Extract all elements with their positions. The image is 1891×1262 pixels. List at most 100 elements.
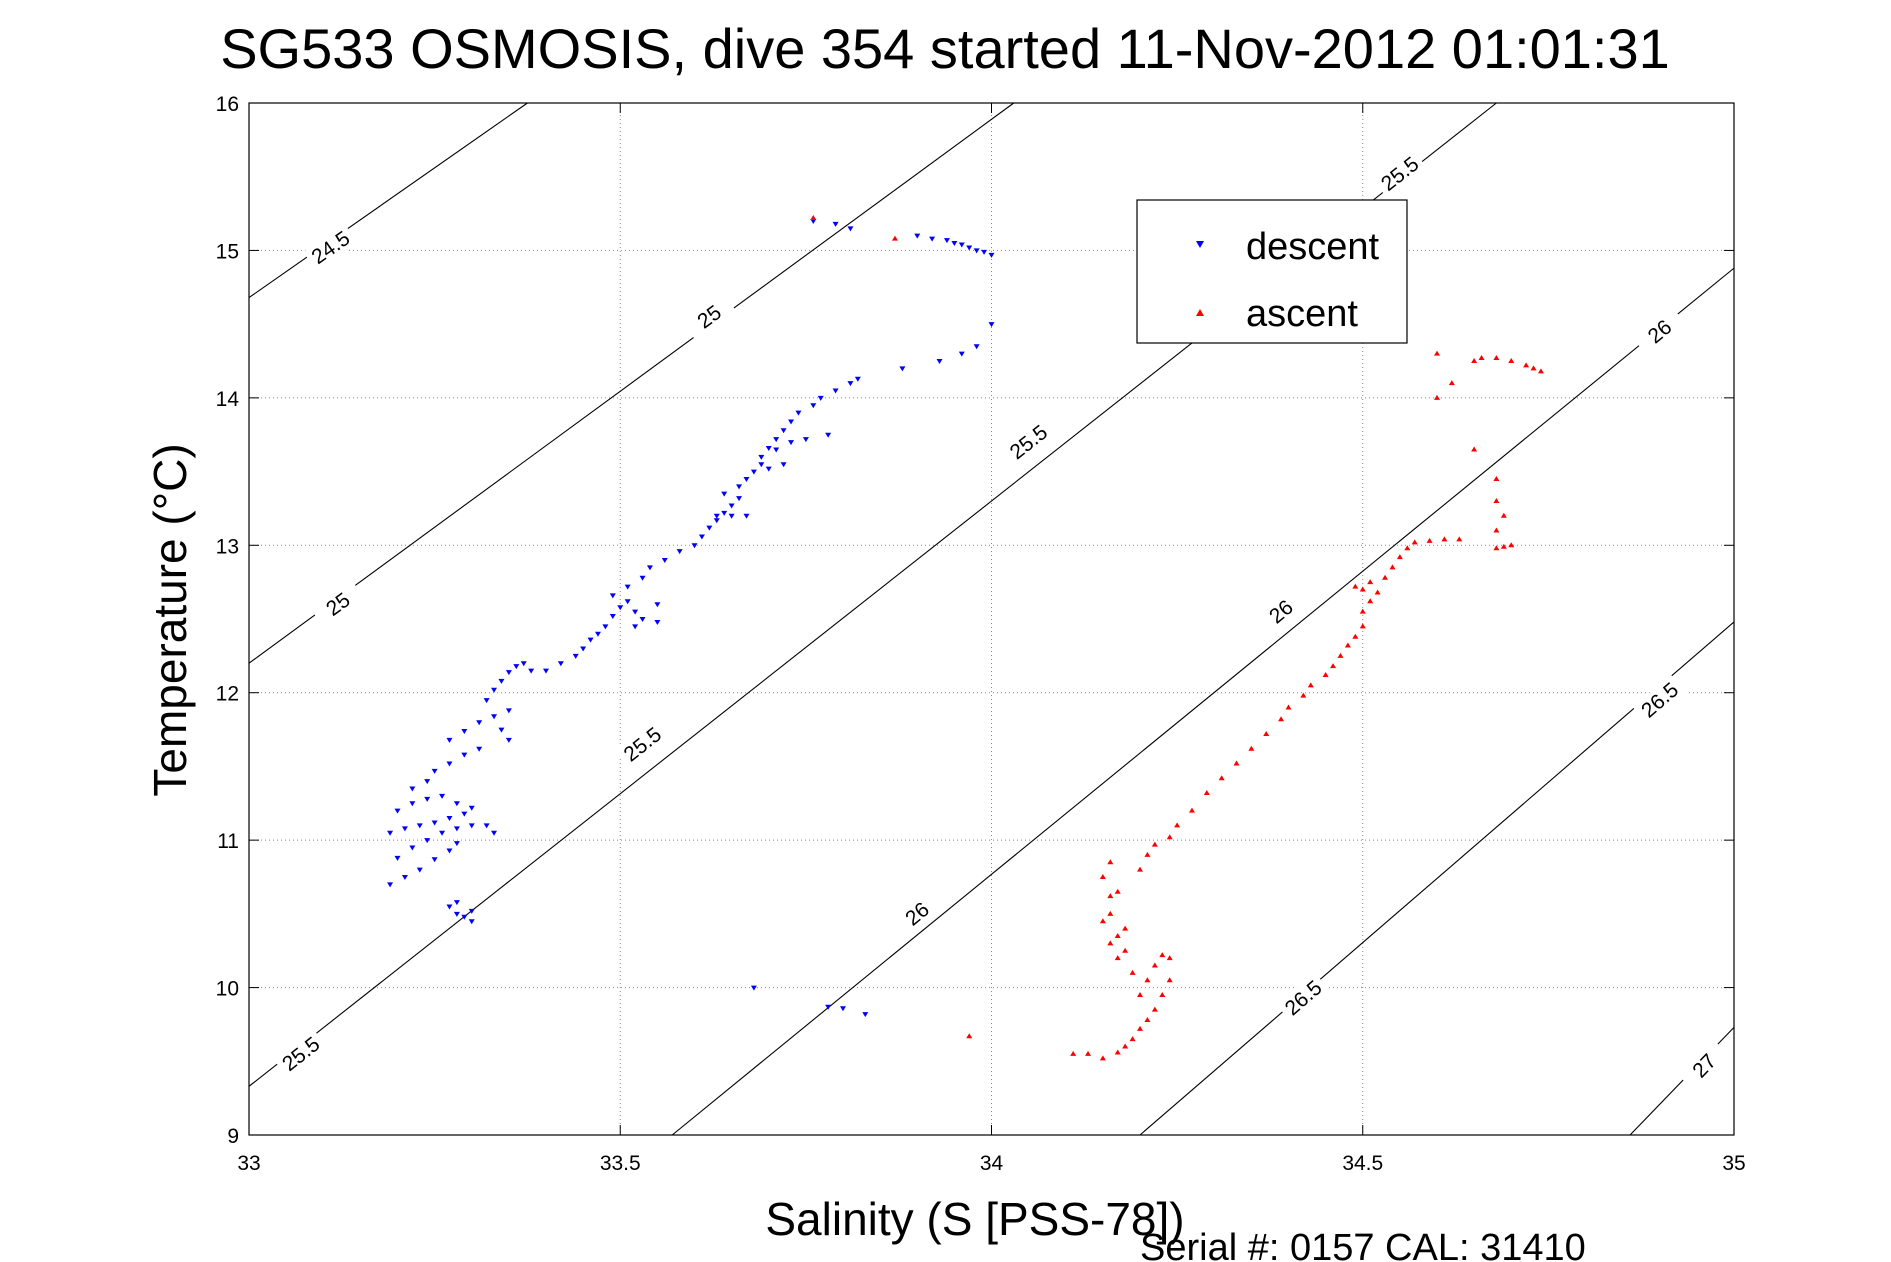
descent-point (973, 248, 980, 254)
y-tick-label: 9 (227, 1125, 239, 1148)
ascent-point (1493, 545, 1500, 551)
ascent-point (1367, 598, 1374, 604)
ascent-point (1137, 991, 1143, 997)
descent-point (394, 808, 401, 814)
ascent-point (1099, 874, 1106, 879)
contour-label-bg (1001, 417, 1056, 467)
descent-point (951, 241, 958, 247)
descent-point (624, 584, 631, 590)
descent-point (453, 841, 460, 847)
ascent-point (1471, 358, 1478, 363)
contour-label-bg (1276, 972, 1331, 1024)
contour-label-bg (1372, 148, 1427, 199)
axis-ticks: 33 33.5 34 34.5 35 9 10 11 12 13 14 15 16 (216, 93, 1746, 1175)
ascent-point (1137, 1025, 1143, 1031)
contour-label-bg (273, 1029, 329, 1079)
ascent-point (1151, 841, 1158, 847)
legend-ascent-marker (1196, 309, 1204, 316)
descent-point (713, 518, 720, 524)
serial-cal-footer: Serial #: 0157 CAL: 31410 (1140, 1227, 1586, 1262)
descent-point (461, 729, 468, 735)
descent-point (958, 351, 965, 357)
descent-point (491, 714, 498, 720)
descent-point (587, 637, 594, 643)
ascent-point (810, 214, 817, 220)
ascent-point (1374, 589, 1381, 595)
descent-point (491, 687, 498, 693)
ascent-point (1107, 859, 1114, 865)
descent-point (505, 708, 512, 714)
descent-point (453, 900, 460, 906)
descent-point (795, 410, 802, 416)
legend: descent ascent (1136, 199, 1408, 344)
descent-point (832, 221, 839, 227)
descent-point (557, 661, 564, 667)
x-tick-label: 33 (237, 1152, 260, 1175)
ascent-point (1114, 1049, 1121, 1055)
descent-point (936, 359, 943, 364)
y-tick-label: 15 (216, 240, 239, 263)
y-tick-label: 13 (216, 535, 239, 558)
descent-point (594, 631, 601, 637)
ascent-point (1300, 692, 1307, 698)
ascent-point (1174, 822, 1181, 828)
descent-point (736, 496, 743, 502)
descent-point (758, 454, 765, 460)
descent-point (713, 513, 720, 519)
y-tick-label: 14 (216, 388, 240, 411)
ascent-point (1085, 1050, 1092, 1056)
ascent-point (1471, 446, 1478, 452)
descent-point (453, 801, 460, 807)
descent-point (773, 437, 780, 443)
descent-point (721, 491, 728, 497)
ascent-point (1330, 663, 1337, 669)
y-tick-label: 12 (216, 683, 239, 706)
descent-point (750, 469, 757, 475)
ascent-point (1107, 893, 1114, 899)
ascent-point (1337, 652, 1344, 658)
descent-point (743, 476, 750, 482)
ascent-point (1114, 955, 1121, 961)
descent-point (409, 786, 416, 792)
contour-line (248, 102, 528, 299)
descent-point (765, 445, 772, 451)
descent-point (988, 252, 995, 258)
descent-point (773, 447, 780, 453)
descent-point (416, 867, 423, 873)
ascent-point (1107, 940, 1114, 946)
descent-point (401, 875, 408, 880)
ascent-point (1523, 362, 1530, 368)
ascent-point (891, 235, 898, 241)
ascent-point (1129, 969, 1136, 975)
ascent-point (1188, 807, 1195, 813)
descent-point (817, 395, 824, 401)
contour-label-bg (890, 888, 945, 939)
descent-point (409, 801, 416, 807)
descent-point (468, 908, 475, 914)
contour-label-bg (310, 579, 366, 629)
x-tick-label: 33.5 (600, 1152, 641, 1175)
descent-point (780, 462, 787, 468)
descent-point (973, 344, 980, 350)
ascent-point (1278, 716, 1285, 722)
x-tick-label: 34 (980, 1152, 1004, 1175)
descent-point (453, 826, 460, 832)
ascent-point (1478, 355, 1485, 361)
ascent-point (1434, 394, 1440, 400)
legend-box (1136, 199, 1408, 344)
descent-point (646, 565, 653, 571)
legend-ascent-label: ascent (1246, 293, 1358, 335)
descent-point (632, 624, 639, 630)
descent-point (632, 609, 639, 615)
descent-point (780, 428, 787, 434)
ascent-point (1114, 888, 1121, 894)
descent-point (453, 911, 460, 917)
ascent-point (1263, 730, 1270, 736)
descent-point (914, 233, 921, 239)
ascent-point (1122, 1043, 1129, 1049)
ascent-point (1530, 365, 1537, 371)
descent-point (431, 857, 438, 863)
descent-point (676, 549, 683, 555)
ascent-point (1382, 574, 1389, 580)
